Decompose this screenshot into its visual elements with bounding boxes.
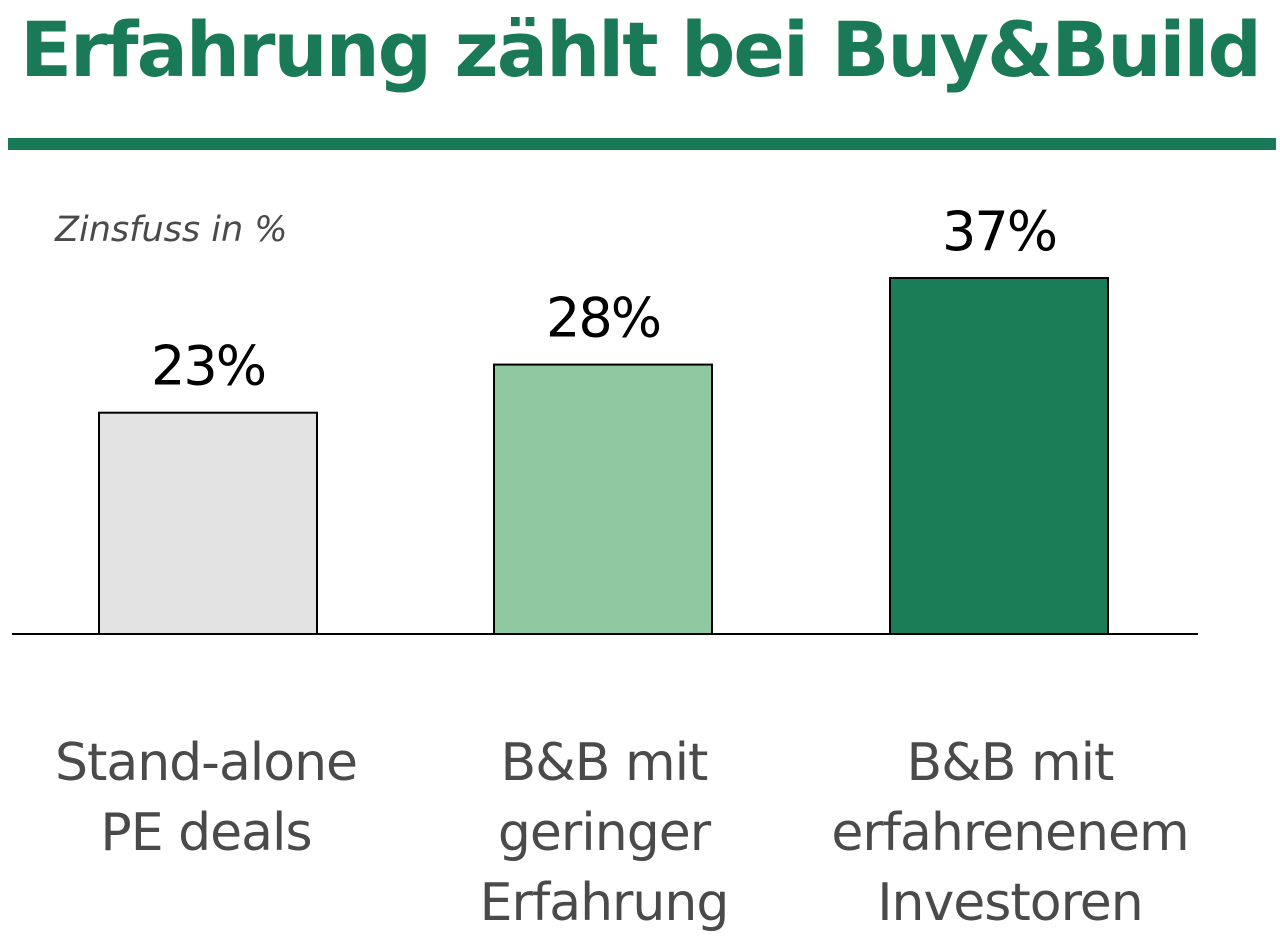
value-label-2: 37%	[942, 200, 1056, 263]
bar-1	[493, 363, 713, 635]
category-label-stand-alone: Stand-alone PE deals	[54, 733, 358, 863]
bar-chart: 23% 28% 37%	[12, 200, 1198, 635]
title-divider	[8, 138, 1276, 150]
bar-2	[889, 277, 1109, 635]
category-label-bb-erfahren: B&B mit erfahrenenem Investoren	[831, 733, 1189, 933]
y-axis-label: Zinsfuss in %	[55, 210, 288, 250]
category-label-bb-geringer: B&B mit geringer Erfahrung	[479, 733, 730, 933]
value-label-1: 28%	[546, 287, 660, 350]
chart-title: Erfahrung zählt bei Buy&Build	[20, 5, 1262, 94]
value-label-0: 23%	[151, 335, 265, 398]
bar-0	[98, 411, 318, 635]
